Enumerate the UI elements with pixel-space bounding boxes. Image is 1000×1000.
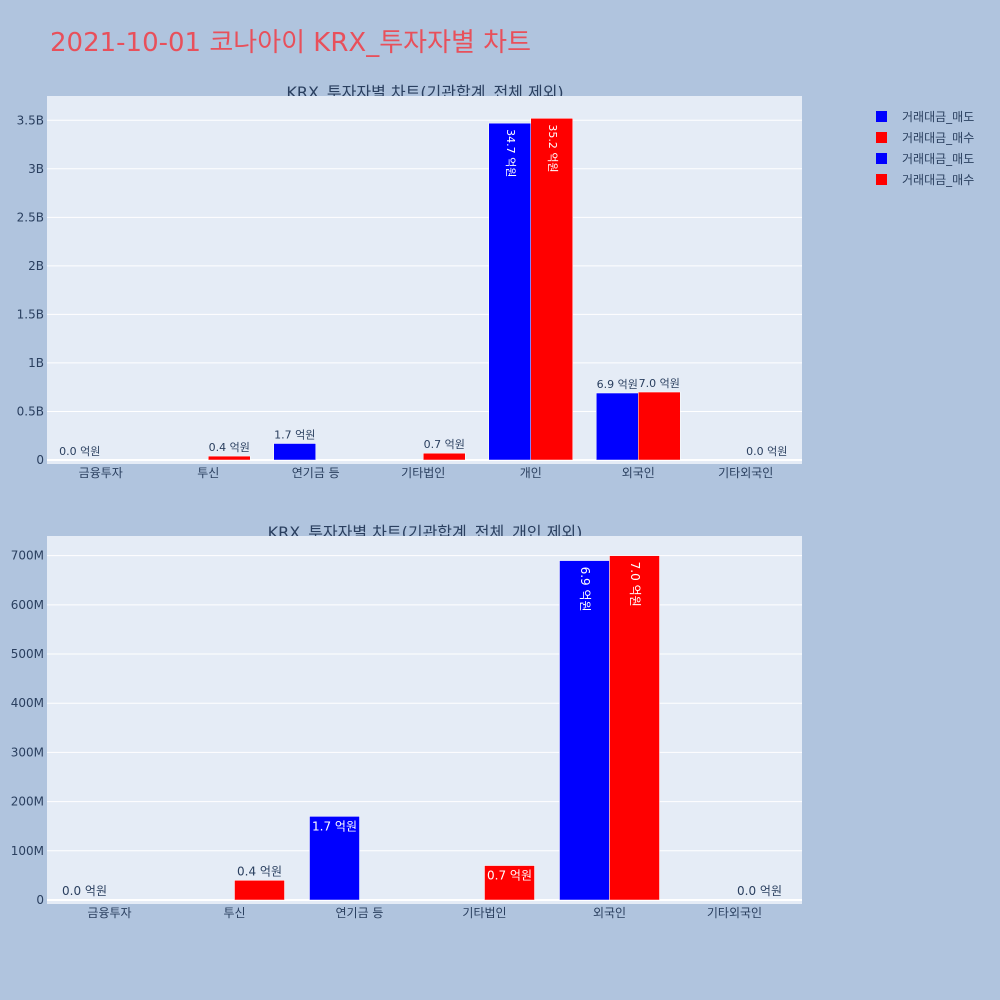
y-tick-label: 600M [11, 598, 44, 612]
data-label: 6.9 억원 [597, 378, 638, 391]
bar-buy [530, 118, 573, 461]
x-tick-label: 투신 [223, 906, 245, 920]
legend-item[interactable]: 거래대금_매수 [876, 127, 974, 148]
chart-2: 0 100M 200M 300M 400M 500M 600M 700M 금융투자 0.0 억원투… [11, 536, 802, 920]
data-label: 0.0 억원 [746, 445, 787, 458]
x-tick-label: 기타법인 [401, 466, 445, 480]
data-label: 6.9 억원 [578, 567, 592, 612]
x-tick-label: 연기금 등 [292, 466, 340, 480]
bar-buy [423, 452, 466, 461]
bar-buy [609, 555, 660, 901]
y-tick-label: 0.5B [17, 404, 44, 418]
x-tick-label: 투신 [197, 466, 219, 480]
data-label: 35.2 억원 [546, 124, 559, 172]
legend[interactable]: 거래대금_매도 거래대금_매수 거래대금_매도 거래대금_매수 [876, 106, 974, 190]
page-title: 2021-10-01 코나아이 KRX_투자자별 차트 [50, 28, 532, 58]
data-label: 0.4 억원 [237, 864, 282, 878]
legend-swatch-icon [876, 174, 887, 185]
plot-area [47, 96, 802, 464]
data-label: 34.7 억원 [504, 129, 517, 177]
y-tick-label: 200M [11, 795, 44, 809]
y-tick-label: 2.5B [17, 210, 44, 224]
y-tick-label: 3.5B [17, 113, 44, 127]
data-label: 7.0 억원 [639, 377, 680, 390]
y-tick-label: 1.5B [17, 307, 44, 321]
data-label: 0.0 억원 [59, 445, 100, 458]
y-tick-label: 3B [28, 162, 44, 176]
y-tick-label: 400M [11, 696, 44, 710]
legend-label: 거래대금_매도 [902, 152, 975, 166]
y-tick-label: 700M [11, 549, 44, 563]
bar-sell [559, 560, 610, 901]
bar-buy [234, 880, 285, 901]
bar-sell [273, 443, 316, 461]
data-label: 7.0 억원 [628, 562, 642, 607]
y-tick-label: 500M [11, 647, 44, 661]
legend-swatch-icon [876, 132, 887, 143]
data-label: 0.4 억원 [209, 441, 250, 454]
plot-area [47, 536, 802, 904]
x-tick-label: 외국인 [622, 466, 655, 480]
x-tick-label: 연기금 등 [336, 906, 384, 920]
legend-label: 거래대금_매도 [902, 110, 975, 124]
y-tick-label: 0 [36, 453, 44, 467]
legend-item[interactable]: 거래대금_매수 [876, 169, 974, 190]
x-tick-label: 외국인 [593, 906, 626, 920]
data-label: 0.7 억원 [424, 438, 465, 451]
x-tick-label: 개인 [520, 466, 542, 480]
legend-swatch-icon [876, 111, 887, 122]
y-tick-label: 100M [11, 844, 44, 858]
bar-sell [309, 816, 360, 901]
data-label: 0.0 억원 [737, 884, 782, 898]
data-label: 0.7 억원 [487, 869, 532, 883]
y-tick-label: 2B [28, 259, 44, 273]
x-tick-label: 금융투자 [79, 466, 123, 480]
x-tick-label: 기타법인 [462, 906, 506, 920]
legend-label: 거래대금_매수 [902, 173, 975, 187]
bar-buy [484, 865, 535, 901]
legend-label: 거래대금_매수 [902, 131, 975, 145]
legend-swatch-icon [876, 153, 887, 164]
bar-buy [208, 455, 251, 461]
x-tick-label: 기타외국인 [707, 906, 762, 920]
data-label: 1.7 억원 [312, 819, 357, 833]
legend-item[interactable]: 거래대금_매도 [876, 148, 974, 169]
bar-sell [488, 122, 531, 461]
y-tick-label: 1B [28, 356, 44, 370]
bar-buy [638, 391, 681, 461]
legend-item[interactable]: 거래대금_매도 [876, 106, 974, 127]
data-label: 0.0 억원 [62, 884, 107, 898]
data-label: 1.7 억원 [274, 428, 315, 441]
y-tick-label: 0 [36, 893, 44, 907]
y-tick-label: 300M [11, 745, 44, 759]
x-tick-label: 금융투자 [87, 906, 131, 920]
x-tick-label: 기타외국인 [718, 466, 773, 480]
bar-sell [596, 392, 639, 461]
